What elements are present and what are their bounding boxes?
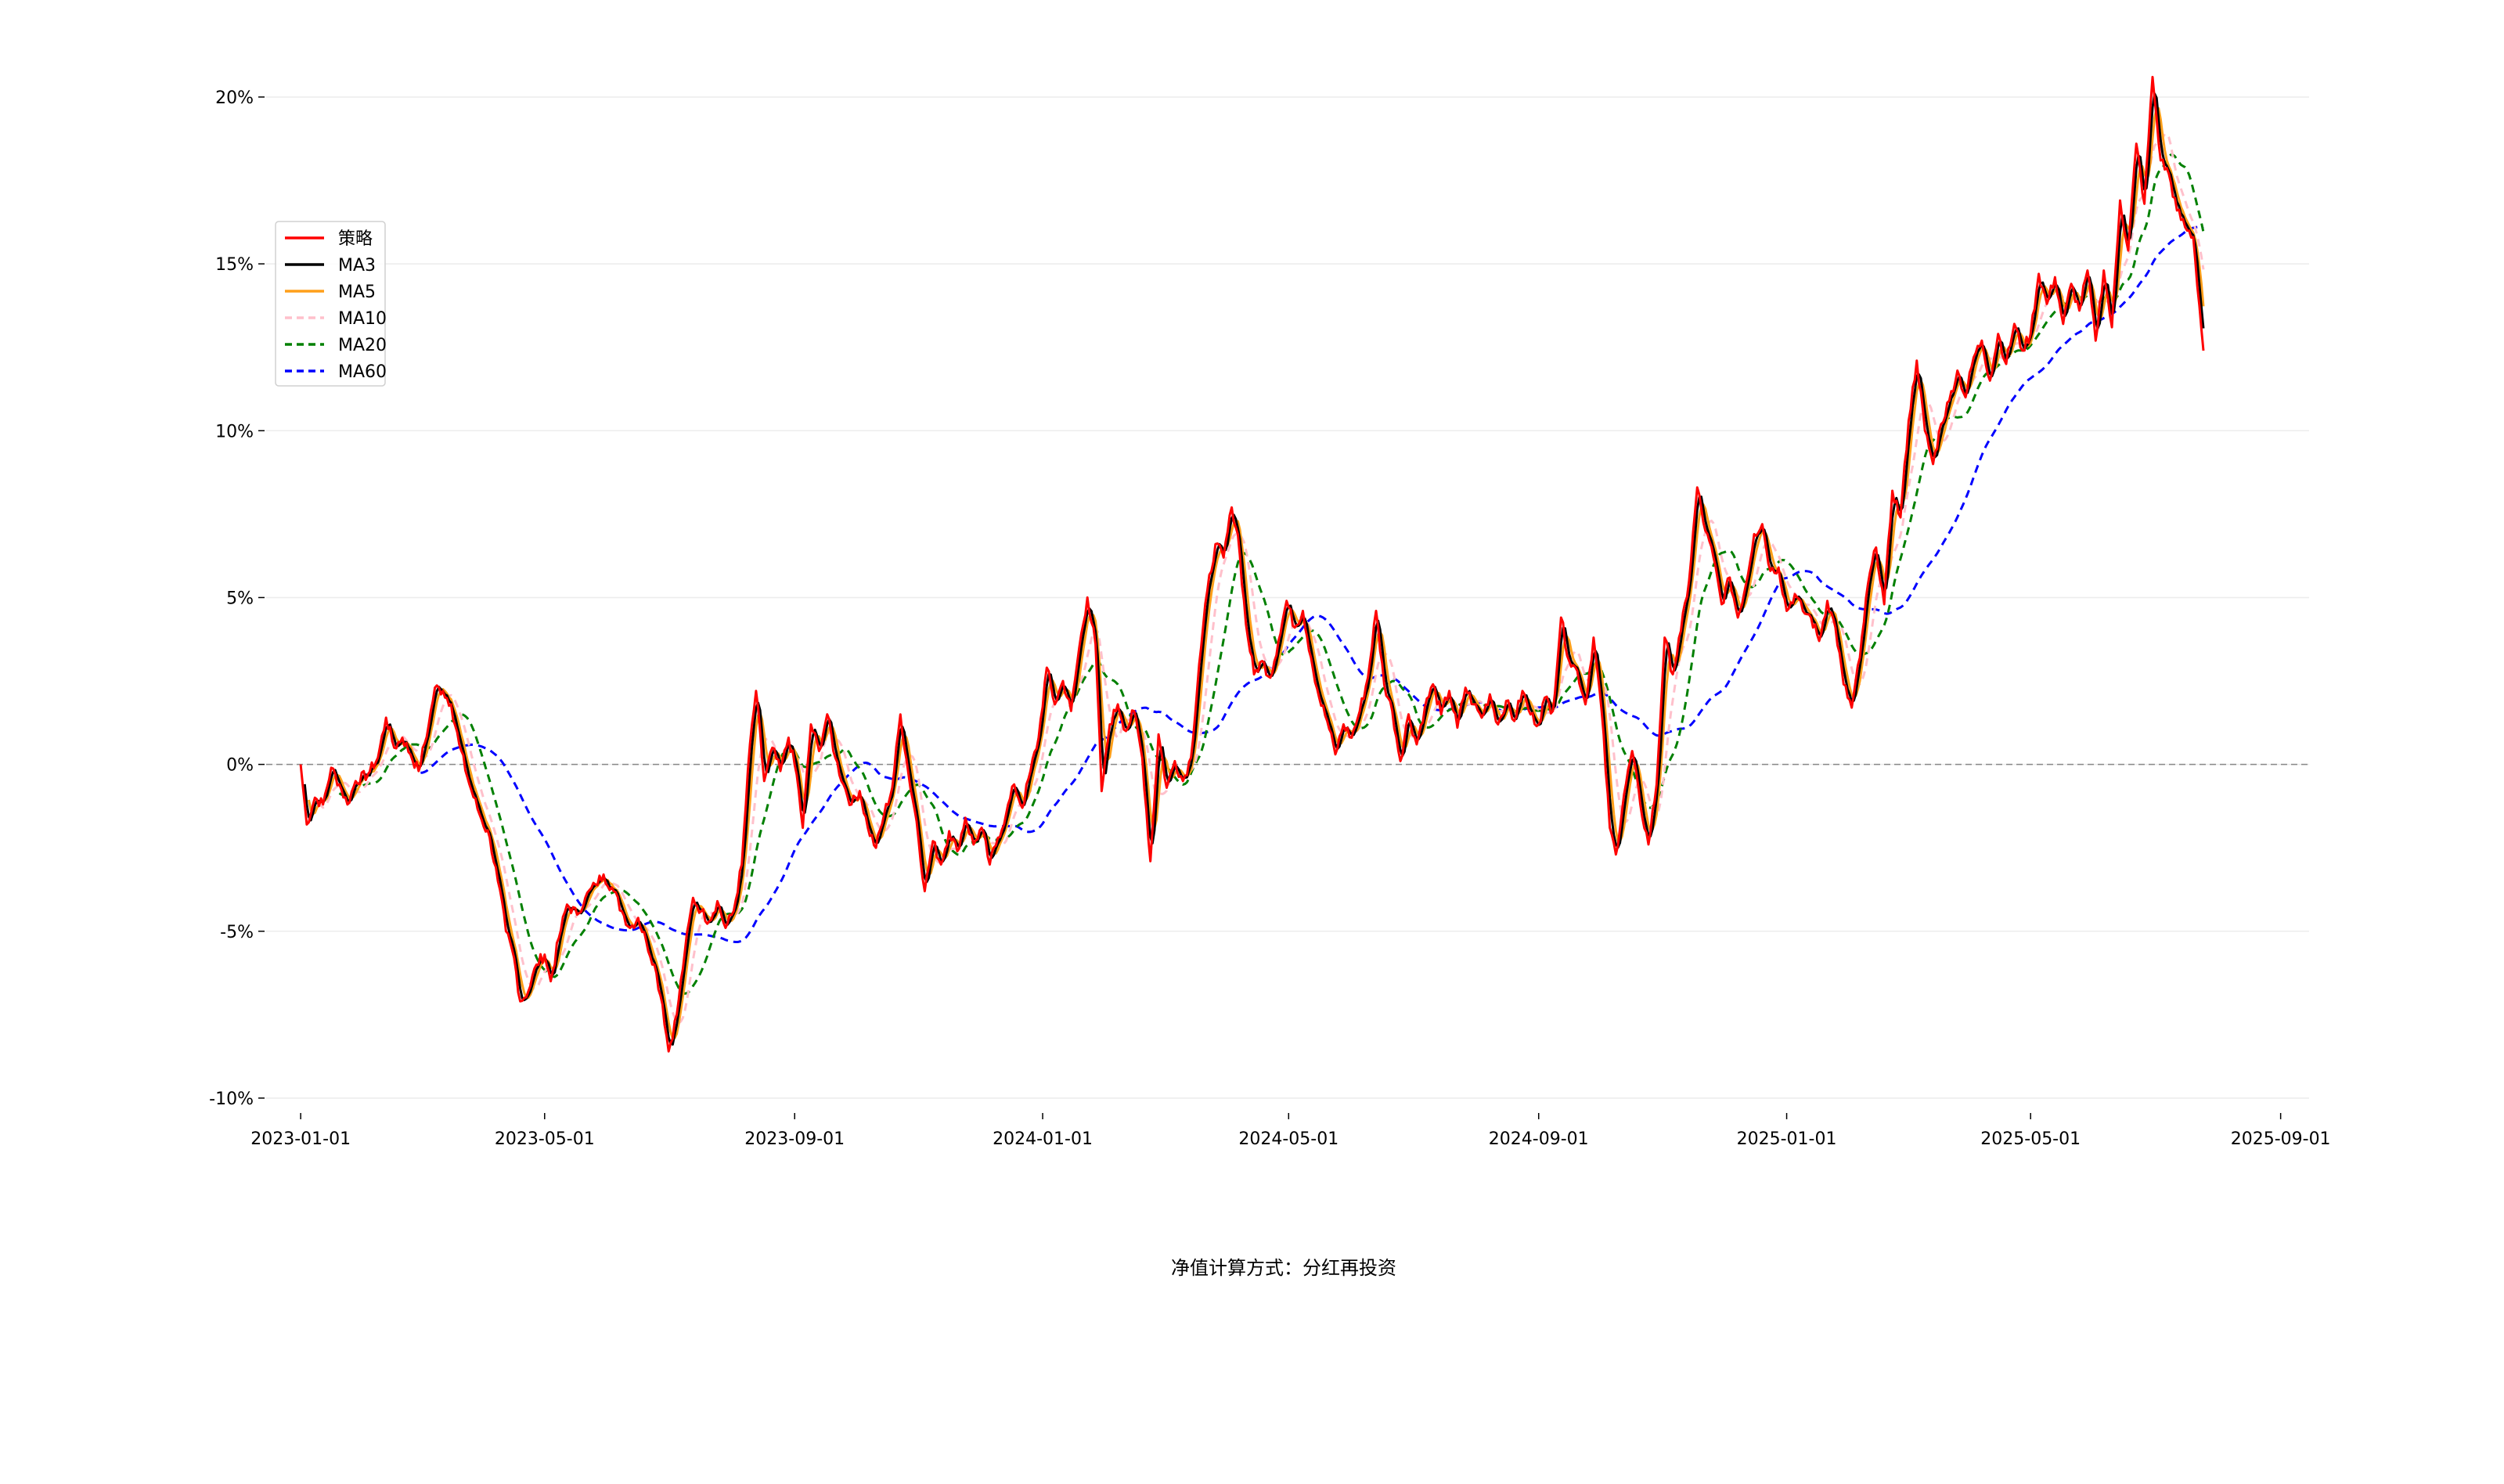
x-tick-label: 2025-05-01: [1980, 1129, 2081, 1149]
legend-label: MA5: [338, 283, 376, 302]
x-tick-label: 2024-01-01: [993, 1129, 1093, 1149]
y-tick-label: 15%: [215, 255, 254, 275]
legend-label: MA60: [338, 362, 387, 382]
x-tick-label: 2024-09-01: [1489, 1129, 1589, 1149]
y-tick-label: -5%: [220, 923, 254, 942]
y-tick-label: 0%: [226, 756, 254, 776]
x-tick-label: 2025-01-01: [1737, 1129, 1837, 1149]
legend-label: MA3: [338, 256, 376, 276]
legend-label: 策略: [338, 229, 373, 249]
x-tick-label: 2025-09-01: [2231, 1129, 2331, 1149]
y-tick-label: -10%: [209, 1090, 254, 1109]
x-tick-label: 2024-05-01: [1238, 1129, 1338, 1149]
x-tick-label: 2023-09-01: [744, 1129, 845, 1149]
y-tick-label: 20%: [215, 88, 254, 108]
series-line-ma10: [318, 132, 2205, 1025]
y-tick-label: 5%: [226, 589, 254, 608]
legend-label: MA20: [338, 336, 387, 355]
legend-label: MA10: [338, 309, 387, 329]
legend: 策略 MA3 MA5 MA10 MA20 MA60: [275, 221, 387, 387]
grid-lines: [266, 96, 2309, 1099]
series-line-ma3: [303, 92, 2205, 1046]
y-axis: -10% -5% 0% 5% 10% 15% 20%: [209, 88, 265, 1109]
x-axis: 2023-01-01 2023-05-01 2023-09-01 2024-01-01…: [250, 1113, 2331, 1149]
series-line-ma20: [338, 153, 2205, 995]
x-tick-label: 2023-05-01: [495, 1129, 595, 1149]
series-line-strategy: [299, 75, 2205, 1053]
series-lines: [299, 75, 2205, 1053]
y-tick-label: 10%: [215, 422, 254, 441]
footnote: 净值计算方式：分红再投资: [1171, 1257, 1396, 1279]
x-tick-label: 2023-01-01: [250, 1129, 351, 1149]
series-line-ma60: [420, 225, 2204, 943]
